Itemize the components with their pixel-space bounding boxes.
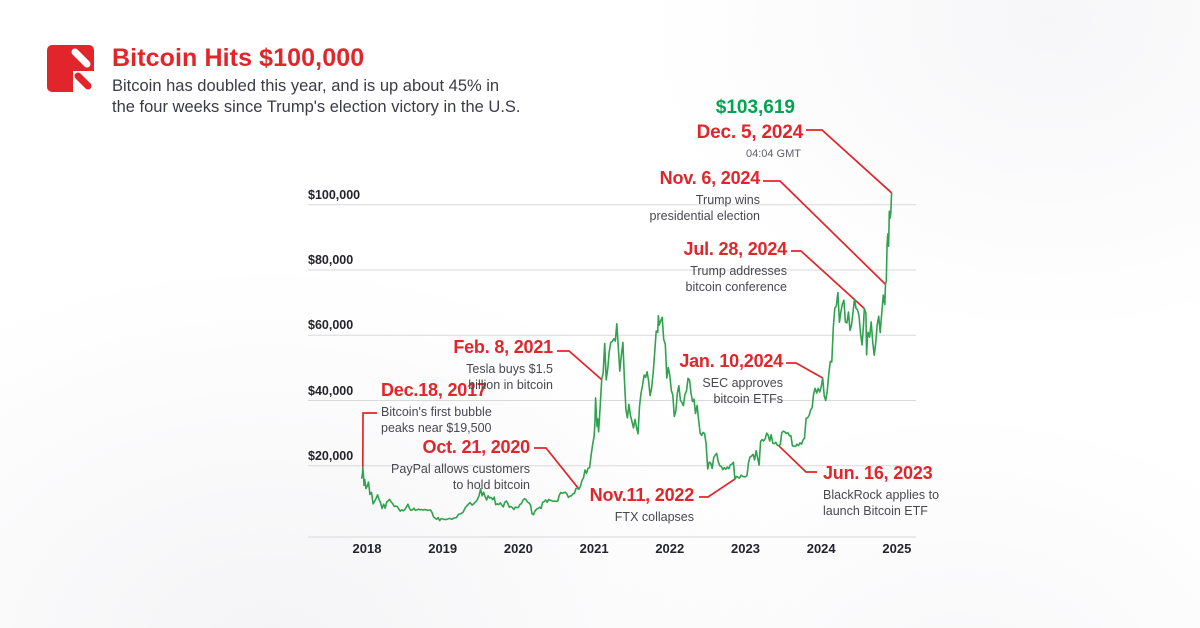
annotation-nov11-2022: Nov.11, 2022 FTX collapses (589, 485, 695, 526)
y-axis-label-20000: $20,000 (308, 448, 354, 463)
annotation-text-jan10-2024-0: SEC approves (702, 376, 783, 390)
annotation-date-jul28-2024: Jul. 28, 2024 (683, 239, 788, 259)
leader-line-jul28-2024 (791, 250, 865, 310)
price-callout-dec5-2024: $103,619 (715, 97, 795, 118)
leader-line-dec5-2024 (806, 129, 893, 194)
annotation-text-oct21-2020-0: PayPal allows customers (391, 462, 530, 476)
annotation-jul28-2024: Jul. 28, 2024 Trump addresses bitcoin conf… (683, 239, 788, 295)
annotation-dec5-2024: $103,619 Dec. 5, 2024 04:04 GMT (696, 97, 804, 160)
x-axis-label-2018: 2018 (352, 541, 382, 556)
page-subtitle-line2: the four weeks since Trump's election vi… (112, 98, 521, 116)
annotation-text-jul28-2024-0: Trump addresses (690, 264, 787, 278)
annotation-dec18-2017: Dec.18, 2017 Bitcoin's first bubble peaks … (381, 380, 492, 436)
annotation-nov6-2024: Nov. 6, 2024 Trump wins presidential elect… (650, 168, 761, 224)
annotation-text-dec18-2017-1: peaks near $19,500 (381, 420, 492, 435)
leader-line-dec18-2017 (361, 412, 377, 468)
leader-line-nov6-2024 (763, 180, 887, 286)
annotation-date-jun16-2023: Jun. 16, 2023 (823, 463, 933, 483)
x-axis-label-2020: 2020 (503, 541, 533, 556)
annotation-date-oct21-2020: Oct. 21, 2020 (422, 437, 531, 457)
leader-line-nov11-2022 (699, 478, 736, 498)
annotation-date-nov11-2022: Nov.11, 2022 (589, 485, 695, 505)
annotation-text-jun16-2023-0: BlackRock applies to (823, 488, 940, 502)
annotation-oct21-2020: Oct. 21, 2020 PayPal allows customers to h… (391, 437, 530, 493)
annotation-feb8-2021: Feb. 8, 2021 Tesla buys $1.5 billion in bi… (453, 337, 553, 393)
annotation-text-feb8-2021-0: Tesla buys $1.5 (466, 362, 553, 376)
y-axis-label-60000: $60,000 (308, 318, 354, 333)
x-axis-label-2024: 2024 (806, 541, 836, 556)
annotation-text-nov11-2022-0: FTX collapses (614, 510, 694, 524)
y-axis-label-80000: $80,000 (308, 253, 354, 267)
x-axis-label-2023: 2023 (731, 541, 760, 556)
leader-line-jan10-2024 (786, 362, 824, 379)
x-axis-label-2021: 2021 (579, 541, 609, 556)
y-axis-label-100000: $100,000 (308, 187, 361, 202)
annotation-date-dec5-2024: Dec. 5, 2024 (696, 122, 804, 143)
annotation-text-jan10-2024-1: bitcoin ETFs (713, 391, 783, 406)
page-title: Bitcoin Hits $100,000 (112, 44, 365, 72)
annotation-jun16-2023: Jun. 16, 2023 BlackRock applies to launch … (823, 463, 939, 519)
annotation-text-feb8-2021-1: billion in bitcoin (468, 377, 553, 392)
annotation-text-nov6-2024-0: Trump wins (695, 193, 760, 207)
brand-logo-icon (47, 45, 97, 95)
price-line-series (360, 192, 893, 522)
annotation-text-oct21-2020-1: to hold bitcoin (452, 477, 530, 492)
annotation-text-jul28-2024-1: bitcoin conference (685, 279, 787, 294)
x-axis-label-2019: 2019 (428, 541, 458, 556)
page-subtitle: Bitcoin has doubled this year, and is up… (112, 76, 521, 118)
annotation-date-nov6-2024: Nov. 6, 2024 (659, 168, 761, 188)
x-axis-label-2022: 2022 (655, 541, 685, 556)
leader-line-oct21-2020 (534, 447, 580, 490)
annotation-date-jan10-2024: Jan. 10,2024 (679, 351, 783, 371)
annotation-date-dec18-2017: Dec.18, 2017 (381, 380, 487, 400)
annotation-jan10-2024: Jan. 10,2024 SEC approves bitcoin ETFs (679, 351, 783, 407)
leader-line-jun16-2023 (778, 445, 817, 473)
annotation-text-nov6-2024-1: presidential election (649, 208, 761, 223)
page-subtitle-line1: Bitcoin has doubled this year, and is up… (112, 77, 500, 95)
x-axis-label-2025: 2025 (882, 541, 912, 556)
annotation-time-dec5-2024: 04:04 GMT (745, 148, 801, 160)
leader-line-feb8-2021 (557, 350, 603, 381)
annotation-text-dec18-2017-0: Bitcoin's first bubble (381, 405, 492, 419)
annotation-text-jun16-2023-1: launch Bitcoin ETF (823, 503, 928, 518)
annotation-date-feb8-2021: Feb. 8, 2021 (453, 337, 553, 357)
y-axis-label-40000: $40,000 (308, 383, 354, 398)
